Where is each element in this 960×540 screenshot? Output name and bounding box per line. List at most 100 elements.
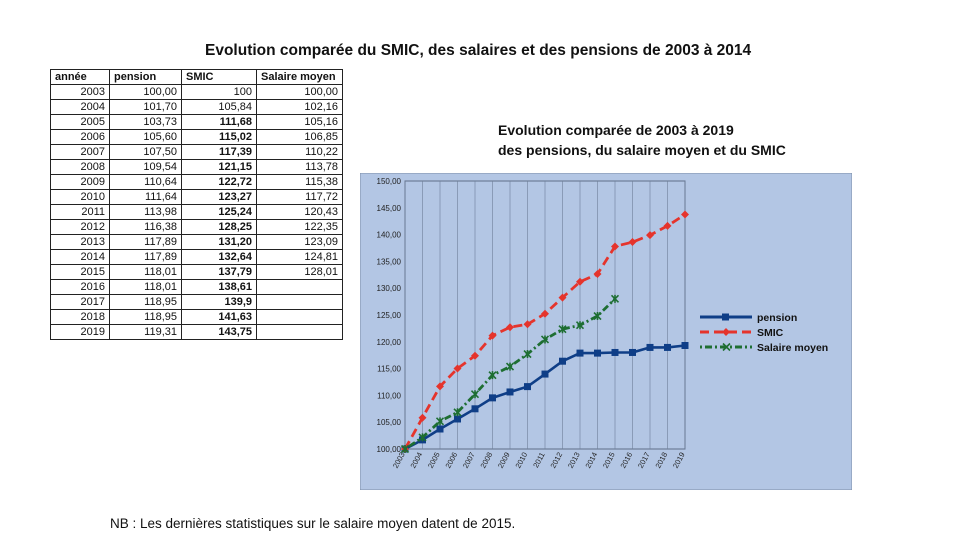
point-salaire-moyen <box>400 444 410 454</box>
point-pension <box>524 383 531 391</box>
table-row: 2013 117,89 131,20 123,09 <box>50 234 343 250</box>
y-tick-label: 110,00 <box>377 391 401 400</box>
cell-smic: 125,24 <box>181 204 257 220</box>
y-tick-label: 145,00 <box>377 204 402 213</box>
point-pension <box>454 415 461 423</box>
page-title: Evolution comparée du SMIC, des salaires… <box>205 42 752 59</box>
footnote: NB : Les dernières statistiques sur le s… <box>110 516 516 531</box>
header-salaire-moyen: Salaire moyen <box>256 69 343 85</box>
point-pension <box>471 405 479 413</box>
point-smic <box>523 320 532 329</box>
y-tick-label: 115,00 <box>377 365 401 374</box>
cell-smic: 115,02 <box>181 129 257 145</box>
table-row: 2005 103,73 111,68 105,16 <box>50 114 343 130</box>
cell-pension: 105,60 <box>109 129 182 145</box>
cell-annee: 2004 <box>50 99 110 115</box>
cell-annee: 2018 <box>50 309 110 325</box>
point-pension <box>559 357 566 365</box>
cell-pension: 119,31 <box>109 324 182 340</box>
cell-pension: 118,95 <box>109 309 182 325</box>
point-smic <box>558 293 567 302</box>
table-row: 2010 111,64 123,27 117,72 <box>50 189 343 205</box>
cell-pension: 103,73 <box>109 114 182 130</box>
cell-annee: 2011 <box>50 204 110 220</box>
cell-salaire-moyen: 124,81 <box>256 249 343 265</box>
y-tick-label: 150,00 <box>377 177 402 186</box>
point-salaire-moyen <box>523 349 532 359</box>
point-pension <box>506 388 514 396</box>
cell-smic: 132,64 <box>181 249 257 265</box>
table-header-row: année pension SMIC Salaire moyen <box>50 69 343 85</box>
point-pension <box>664 343 671 351</box>
y-tick-label: 105,00 <box>377 418 402 427</box>
cell-pension: 101,70 <box>109 99 182 115</box>
cell-smic: 121,15 <box>181 159 257 175</box>
table-row: 2006 105,60 115,02 106,85 <box>50 129 343 145</box>
point-salaire-moyen <box>593 311 602 321</box>
cell-smic: 138,61 <box>181 279 257 295</box>
point-smic <box>681 210 689 219</box>
cell-smic: 137,79 <box>181 264 257 280</box>
cell-smic: 100 <box>181 84 257 100</box>
cell-annee: 2019 <box>50 324 110 340</box>
header-pension: pension <box>109 69 182 85</box>
cell-pension: 116,38 <box>109 219 182 235</box>
point-smic <box>576 277 584 286</box>
chart-title: Evolution comparée de 2003 à 2019 des pe… <box>498 120 786 160</box>
cell-annee: 2010 <box>50 189 110 205</box>
cell-salaire-moyen: 122,35 <box>256 219 343 235</box>
cell-smic: 122,72 <box>181 174 257 190</box>
y-tick-label: 135,00 <box>377 257 402 266</box>
point-salaire-moyen <box>575 321 585 330</box>
cell-salaire-moyen: 105,16 <box>256 114 343 130</box>
legend-marker-salaire-moyen <box>722 342 731 352</box>
cell-salaire-moyen <box>256 294 343 310</box>
point-smic <box>593 270 602 279</box>
point-pension <box>629 348 636 356</box>
cell-pension: 118,01 <box>109 279 182 295</box>
point-smic <box>506 323 514 332</box>
header-smic: SMIC <box>181 69 257 85</box>
point-smic <box>436 382 444 391</box>
cell-annee: 2014 <box>50 249 110 265</box>
cell-annee: 2005 <box>50 114 110 130</box>
point-salaire-moyen <box>418 433 427 442</box>
cell-salaire-moyen: 100,00 <box>256 84 343 100</box>
cell-pension: 118,95 <box>109 294 182 310</box>
chart-background <box>360 173 852 490</box>
cell-salaire-moyen <box>256 279 343 295</box>
cell-salaire-moyen: 106,85 <box>256 129 343 145</box>
cell-annee: 2008 <box>50 159 110 175</box>
cell-pension: 113,98 <box>109 204 182 220</box>
point-smic <box>453 364 462 373</box>
table-row: 2019 119,31 143,75 <box>50 324 343 340</box>
cell-smic: 111,68 <box>181 114 257 130</box>
cell-annee: 2015 <box>50 264 110 280</box>
cell-salaire-moyen: 123,09 <box>256 234 343 250</box>
chart-title-line-2: des pensions, du salaire moyen et du SMI… <box>498 142 786 158</box>
point-salaire-moyen <box>435 417 445 426</box>
cell-annee: 2003 <box>50 84 110 100</box>
y-tick-label: 130,00 <box>377 284 402 293</box>
cell-pension: 110,64 <box>109 174 182 190</box>
point-pension <box>436 425 444 433</box>
cell-smic: 131,20 <box>181 234 257 250</box>
cell-annee: 2007 <box>50 144 110 160</box>
legend-label-salaire-moyen: Salaire moyen <box>757 342 828 354</box>
point-smic <box>418 413 427 422</box>
y-tick-label: 125,00 <box>377 311 402 320</box>
cell-salaire-moyen: 113,78 <box>256 159 343 175</box>
table-row: 2004 101,70 105,84 102,16 <box>50 99 343 115</box>
table-row: 2016 118,01 138,61 <box>50 279 343 295</box>
point-salaire-moyen <box>470 390 480 399</box>
cell-pension: 100,00 <box>109 84 182 100</box>
table-row: 2008 109,54 121,15 113,78 <box>50 159 343 175</box>
cell-smic: 105,84 <box>181 99 257 115</box>
point-smic <box>628 238 637 247</box>
point-salaire-moyen <box>558 325 567 334</box>
cell-salaire-moyen <box>256 324 343 340</box>
cell-annee: 2017 <box>50 294 110 310</box>
table-row: 2009 110,64 122,72 115,38 <box>50 174 343 190</box>
cell-smic: 139,9 <box>181 294 257 310</box>
legend-label-smic: SMIC <box>757 327 784 339</box>
